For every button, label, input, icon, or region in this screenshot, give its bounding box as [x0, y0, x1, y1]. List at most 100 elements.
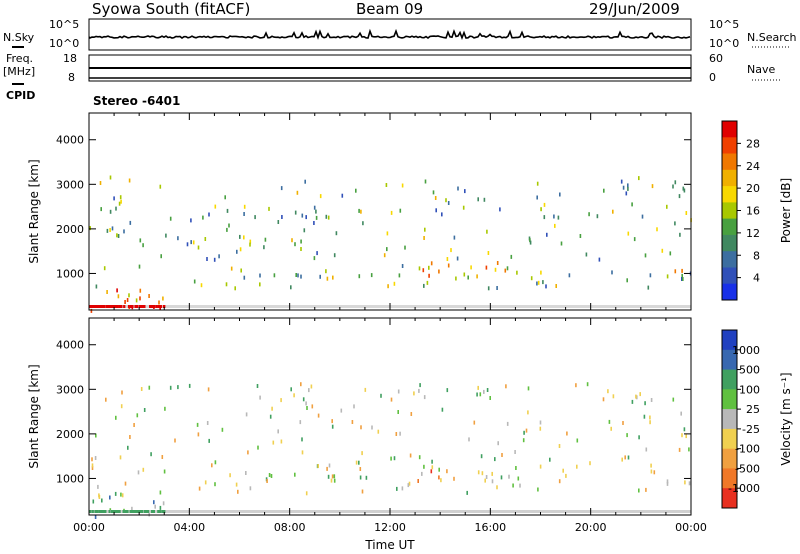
echo-cell [688, 447, 690, 452]
echo-cell [483, 197, 486, 202]
echo-cell [259, 282, 261, 287]
echo-cell [351, 420, 354, 424]
echo-cell [111, 226, 114, 231]
echo-cell [245, 471, 247, 475]
echo-cell [157, 510, 160, 513]
echo-cell [360, 425, 362, 430]
echo-cell [340, 408, 343, 413]
echo-cell [627, 183, 629, 188]
echo-cell [91, 457, 93, 462]
echo-cell [480, 454, 483, 459]
echo-cell [358, 208, 360, 213]
echo-cell [163, 510, 165, 513]
echo-cell [163, 305, 166, 308]
x-tick-label: 00:00 [675, 521, 707, 534]
colorbar-swatch [722, 369, 737, 390]
y-tick-label: 4000 [56, 339, 84, 352]
echo-cell [361, 489, 364, 494]
echo-cell [477, 197, 479, 202]
echo-cell [152, 510, 155, 513]
echo-cell [397, 389, 400, 394]
echo-cell [141, 305, 143, 308]
noise-tick-top-right: 10^5 [709, 18, 740, 31]
echo-cell [280, 186, 283, 191]
echo-cell [645, 447, 648, 452]
echo-cell [514, 450, 516, 454]
echo-cell [523, 430, 525, 435]
echo-cell [295, 273, 297, 277]
echo-cell [424, 179, 427, 184]
colorbar-swatch [722, 468, 737, 489]
echo-cell [138, 305, 141, 308]
echo-cell [446, 469, 448, 474]
echo-cell [325, 269, 327, 274]
echo-cell [496, 485, 498, 490]
echo-cell [476, 392, 478, 397]
colorbar-tick-label: 4 [753, 272, 760, 285]
echo-cell [190, 240, 192, 245]
echo-cell [446, 388, 449, 393]
echo-cell [148, 385, 151, 390]
echo-cell [113, 305, 115, 308]
echo-cell [97, 484, 99, 489]
echo-cell [558, 444, 561, 448]
echo-cell [387, 284, 389, 289]
echo-cell [107, 305, 110, 308]
echo-cell [674, 221, 676, 226]
echo-cell [174, 438, 176, 443]
echo-cell [501, 453, 503, 457]
echo-cell [211, 463, 213, 468]
echo-cell [315, 215, 318, 220]
echo-cell [527, 386, 530, 391]
echo-cell [358, 460, 360, 465]
echo-cell [536, 195, 538, 200]
echo-cell [136, 510, 139, 513]
echo-cell [165, 233, 167, 238]
echo-cell [377, 429, 380, 434]
echo-cell [99, 181, 102, 185]
echo-cell [355, 460, 358, 465]
echo-cell [626, 278, 628, 283]
echo-cell [101, 510, 104, 513]
echo-cell [190, 218, 192, 223]
echo-cell [364, 387, 367, 392]
echo-cell [517, 476, 520, 481]
echo-cell [114, 305, 117, 308]
echo-cell [204, 480, 207, 485]
noise-trace [88, 28, 691, 41]
y-tick-label: 3000 [56, 383, 84, 396]
echo-cell [607, 389, 609, 394]
echo-cell [120, 404, 123, 409]
echo-cell [229, 473, 231, 478]
echo-cell [92, 499, 95, 504]
echo-cell [300, 239, 302, 244]
colorbar-swatch [722, 349, 737, 371]
echo-cell [542, 280, 544, 285]
echo-cell [431, 465, 434, 470]
echo-cell [386, 247, 388, 252]
echo-cell [273, 273, 276, 278]
echo-cell [612, 209, 614, 214]
echo-cell [576, 464, 578, 469]
echo-cell [89, 305, 92, 308]
colorbar-tick-label: 12 [746, 227, 760, 240]
echo-cell [684, 480, 686, 485]
echo-cell [674, 180, 677, 185]
echo-cell [177, 236, 179, 241]
echo-cell [332, 275, 334, 280]
echo-cell [133, 423, 135, 427]
echo-cell [331, 474, 334, 479]
x-tick-label: 00:00 [73, 521, 105, 534]
echo-cell [496, 286, 498, 290]
echo-cell [627, 186, 629, 191]
echo-cell [333, 253, 336, 258]
echo-cell [650, 463, 652, 468]
echo-cell [326, 276, 329, 281]
echo-cell [243, 235, 245, 240]
echo-cell [462, 205, 465, 210]
echo-cell [237, 489, 239, 494]
echo-cell [247, 450, 249, 455]
echo-cell [310, 384, 313, 389]
echo-cell [683, 188, 686, 193]
echo-cell [96, 510, 99, 513]
